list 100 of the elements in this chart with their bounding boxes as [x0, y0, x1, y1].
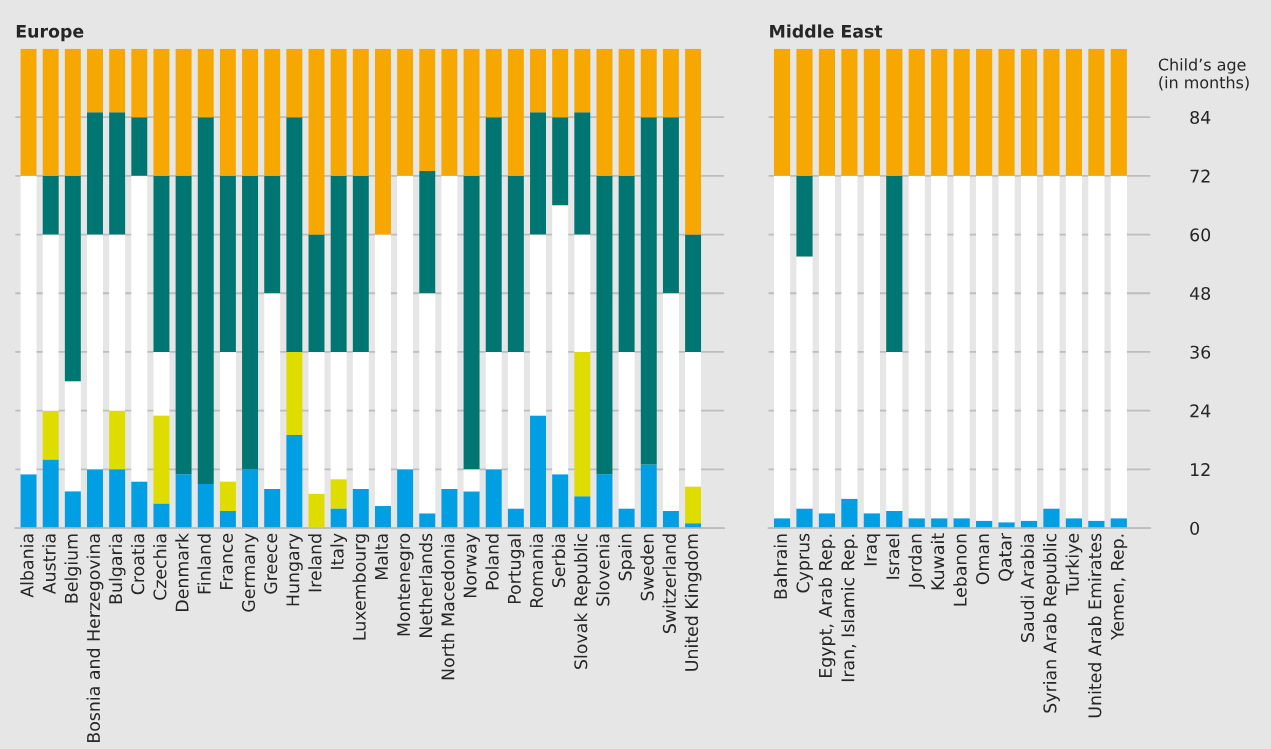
bar — [441, 488, 458, 529]
bar — [976, 175, 993, 521]
bar — [286, 117, 303, 352]
x-tick-label: Luxembourg — [352, 534, 370, 640]
x-tick-label: Bulgaria — [108, 534, 126, 604]
bar — [352, 48, 369, 176]
bar — [574, 112, 591, 235]
bar — [286, 48, 303, 118]
bar — [1110, 175, 1127, 519]
bar — [153, 415, 170, 504]
x-tick-label: Norway — [463, 533, 480, 598]
bar — [264, 175, 281, 294]
bar — [841, 175, 858, 499]
bar — [841, 48, 858, 176]
bar — [64, 175, 81, 382]
bar — [552, 474, 569, 529]
x-tick-label: Poland — [485, 534, 499, 590]
x-tick-label: Romania — [529, 534, 544, 608]
x-tick-label: Cyprus — [796, 533, 813, 593]
x-tick-label: Denmark — [175, 532, 189, 611]
bar — [308, 234, 325, 352]
bar — [109, 112, 126, 235]
bar — [574, 234, 591, 352]
bar — [863, 175, 880, 514]
bar — [1110, 48, 1127, 176]
x-tick-label: Serbia — [551, 534, 566, 588]
x-tick-label: Netherlands — [418, 533, 433, 638]
bar — [1043, 175, 1060, 509]
x-tick-label: Sweden — [640, 534, 654, 601]
bar — [796, 175, 813, 257]
x-tick-label: Spain — [618, 534, 636, 581]
bar — [796, 48, 813, 176]
x-tick-label: United Arab Emirates — [1087, 533, 1102, 718]
bar — [485, 117, 502, 352]
bar — [886, 175, 903, 352]
bar — [87, 469, 103, 529]
y-tick-label: 24 — [1190, 404, 1211, 418]
bar — [953, 48, 970, 176]
bar — [552, 48, 569, 118]
bar — [998, 175, 1015, 523]
bar — [352, 175, 369, 352]
bar — [1065, 48, 1082, 176]
x-tick-label: Slovenia — [596, 534, 610, 606]
bar — [596, 474, 613, 529]
bar — [773, 175, 791, 519]
bar — [175, 48, 192, 176]
bar — [908, 48, 925, 176]
bar — [286, 435, 303, 529]
x-tick-label: Iraq — [863, 534, 881, 566]
bar — [153, 48, 170, 176]
x-tick-label: Slovak Republic — [573, 533, 591, 669]
x-tick-label: North Macedonia — [441, 534, 455, 680]
bar — [175, 175, 192, 475]
bar — [109, 410, 126, 470]
bar — [109, 469, 126, 529]
bar — [264, 293, 281, 489]
bar — [796, 508, 813, 529]
bar — [886, 351, 903, 511]
bar — [42, 459, 59, 529]
x-tick-label: Germany — [241, 533, 259, 612]
bar — [530, 415, 546, 529]
bar — [773, 48, 791, 176]
y-tick-label: 0 — [1190, 521, 1200, 535]
bar — [131, 481, 148, 529]
x-tick-label: Oman — [976, 534, 990, 585]
bar — [931, 48, 948, 176]
x-tick-label: Lebanon — [953, 534, 967, 606]
y-tick-label: 84 — [1190, 110, 1211, 125]
bar — [463, 469, 480, 492]
bar — [685, 234, 702, 352]
bar — [42, 48, 59, 176]
chart-title: Europe — [16, 24, 84, 42]
bar — [87, 48, 103, 113]
bar — [618, 351, 635, 509]
bar — [1043, 508, 1060, 529]
bar — [330, 479, 347, 509]
x-tick-label: Turkiye — [1065, 533, 1083, 595]
bar — [552, 117, 569, 206]
bar — [507, 175, 524, 352]
bar — [264, 48, 281, 176]
x-tick-label: Ireland — [308, 534, 322, 592]
bar — [662, 117, 679, 294]
bar — [109, 234, 126, 411]
y-tick-label: 48 — [1189, 286, 1211, 301]
bar — [242, 48, 259, 176]
bar — [264, 488, 281, 529]
bar — [685, 351, 702, 487]
bar — [197, 484, 214, 529]
bar — [242, 175, 259, 470]
bar — [596, 48, 613, 176]
bar — [308, 351, 325, 494]
chart-title: Middle East — [770, 24, 883, 38]
bar — [286, 351, 303, 436]
x-tick-label: Greece — [264, 533, 278, 594]
bar — [308, 48, 325, 235]
bar — [574, 351, 591, 497]
bar — [64, 48, 81, 176]
bar — [20, 474, 37, 529]
bar — [419, 293, 436, 514]
bar — [485, 469, 502, 529]
